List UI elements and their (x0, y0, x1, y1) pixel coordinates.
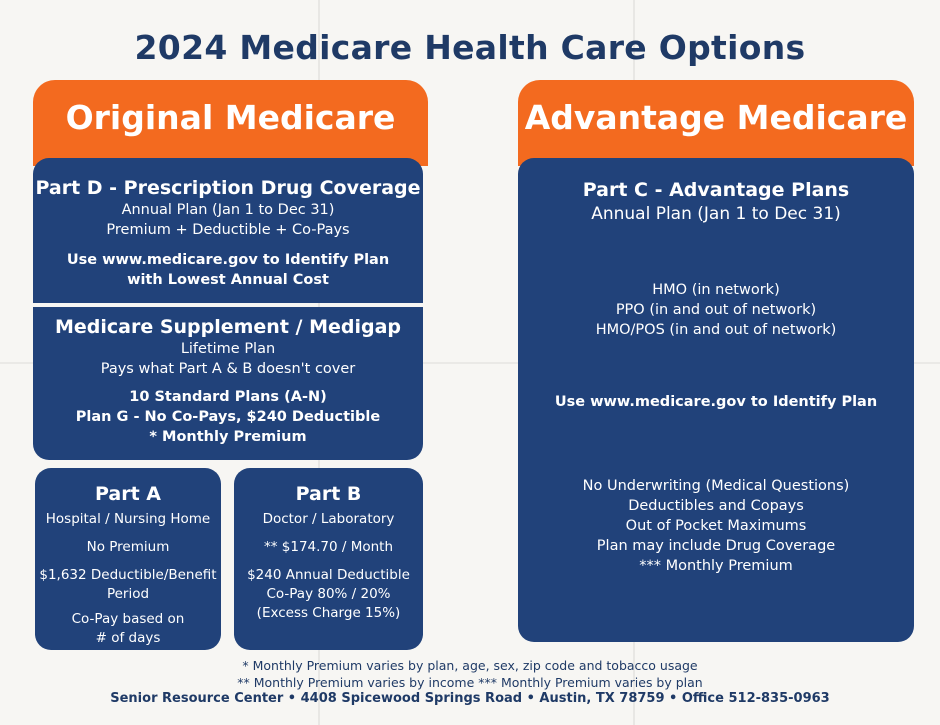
part-c-feature: Plan may include Drug Coverage (596, 538, 836, 554)
part-a-line: Hospital / Nursing Home (45, 511, 211, 527)
part-b-line: $240 Annual Deductible (247, 567, 410, 583)
part-b-line: Co-Pay 80% / 20% (266, 586, 391, 602)
part-c-feature: *** Monthly Premium (639, 558, 793, 574)
medigap-bold-line: Plan G - No Co-Pays, $240 Deductible (75, 409, 381, 425)
page-title: 2024 Medicare Health Care Options (134, 28, 806, 67)
part-c-feature: No Underwriting (Medical Questions) (582, 478, 850, 494)
part-a-line: # of days (95, 630, 161, 646)
part-d-card: Part D - Prescription Drug Coverage Annu… (33, 158, 423, 303)
part-c-plan: PPO (in and out of network) (615, 302, 817, 318)
contact-line: Senior Resource Center • 4408 Spicewood … (110, 691, 830, 706)
medigap-bold-line: 10 Standard Plans (A-N) (129, 389, 327, 405)
part-a-line: Co-Pay based on (71, 611, 185, 627)
part-d-bold-line: with Lowest Annual Cost (127, 272, 329, 288)
part-a-line: No Premium (86, 539, 170, 555)
part-c-identify: Use www.medicare.gov to Identify Plan (554, 394, 878, 410)
part-a-card: Part A Hospital / Nursing Home No Premiu… (35, 468, 221, 650)
medigap-bold-line: * Monthly Premium (149, 429, 307, 445)
part-d-line: Annual Plan (Jan 1 to Dec 31) (121, 202, 335, 218)
part-c-feature: Out of Pocket Maximums (625, 518, 807, 534)
part-c-plan: HMO (in network) (652, 282, 780, 298)
part-b-line: Doctor / Laboratory (262, 511, 395, 527)
part-b-line: (Excess Charge 15%) (256, 605, 401, 621)
medigap-line: Pays what Part A & B doesn't cover (100, 361, 356, 377)
part-c-card: Part C - Advantage Plans Annual Plan (Ja… (518, 158, 914, 642)
part-d-heading: Part D - Prescription Drug Coverage (35, 177, 421, 199)
part-d-line: Premium + Deductible + Co-Pays (106, 222, 350, 238)
original-medicare-banner: Original Medicare (33, 80, 428, 166)
footnote-income-plan: ** Monthly Premium varies by income *** … (237, 675, 703, 690)
part-b-heading: Part B (295, 483, 362, 505)
medigap-line: Lifetime Plan (180, 341, 276, 357)
fold-line (0, 362, 940, 364)
footnote-monthly-premium: * Monthly Premium varies by plan, age, s… (242, 658, 698, 673)
medigap-heading: Medicare Supplement / Medigap (54, 316, 402, 338)
part-a-line: Period (106, 586, 150, 602)
part-c-plan: HMO/POS (in and out of network) (595, 322, 837, 338)
part-b-line: ** $174.70 / Month (263, 539, 394, 555)
part-b-card: Part B Doctor / Laboratory ** $174.70 / … (234, 468, 423, 650)
advantage-medicare-banner: Advantage Medicare (518, 80, 914, 166)
part-c-subheading: Annual Plan (Jan 1 to Dec 31) (591, 204, 841, 224)
part-c-heading: Part C - Advantage Plans (582, 179, 850, 201)
part-c-feature: Deductibles and Copays (628, 498, 804, 514)
part-a-heading: Part A (94, 483, 161, 505)
part-d-bold-line: Use www.medicare.gov to Identify Plan (66, 252, 390, 268)
medigap-card: Medicare Supplement / Medigap Lifetime P… (33, 307, 423, 460)
part-a-line: $1,632 Deductible/Benefit (39, 567, 217, 583)
